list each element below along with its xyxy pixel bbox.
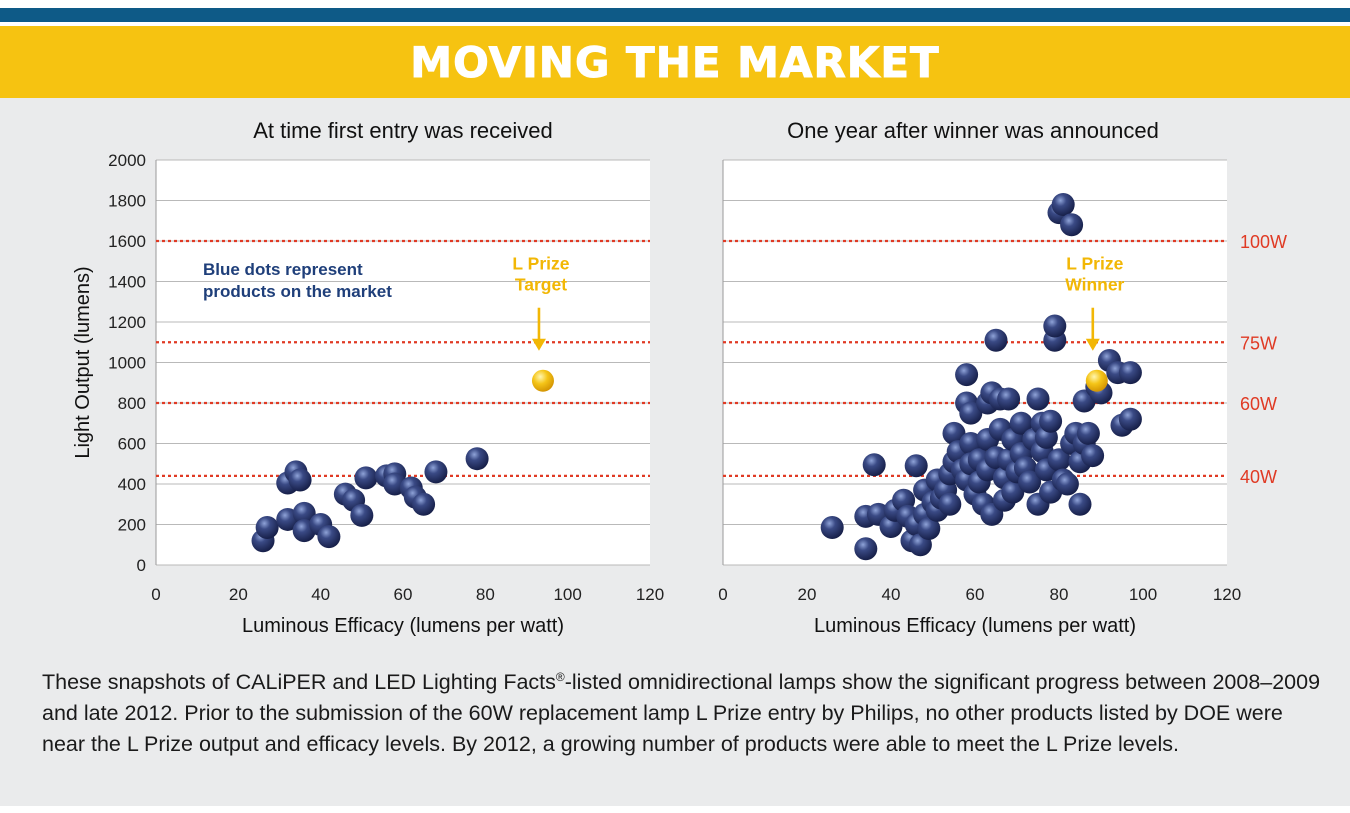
product-point xyxy=(917,517,941,541)
product-point xyxy=(1026,387,1050,411)
caption-text-start: These snapshots of CALiPER and LED Light… xyxy=(42,670,556,695)
x-tick-label: 120 xyxy=(636,585,664,604)
product-point xyxy=(354,466,378,490)
title-banner: MOVING THE MARKET xyxy=(0,26,1350,98)
chart-left: 0 200 400 600 800 1000 1200 1400 1600 1800 2000 0 20… xyxy=(72,118,664,637)
product-point xyxy=(1009,411,1033,435)
product-point xyxy=(1068,492,1092,516)
product-point xyxy=(997,387,1021,411)
y-tick-label: 1200 xyxy=(108,313,146,332)
reference-line-label: 60W xyxy=(1240,394,1277,414)
y-tick-label: 1800 xyxy=(108,192,146,211)
reference-line-label: 100W xyxy=(1240,232,1287,252)
product-point xyxy=(1055,472,1079,496)
product-point xyxy=(1118,361,1142,385)
lprize-label: L Prize Winner xyxy=(1065,254,1124,295)
y-tick-label: 0 xyxy=(137,556,146,575)
chart-title: At time first entry was received xyxy=(253,118,553,143)
reference-line-label: 75W xyxy=(1240,333,1277,353)
y-tick-label: 1000 xyxy=(108,354,146,373)
x-tick-label: 80 xyxy=(1050,585,1069,604)
y-tick-label: 1600 xyxy=(108,232,146,251)
product-point xyxy=(1118,407,1142,431)
product-point xyxy=(1047,448,1071,472)
y-axis-label: Light Output (lumens) xyxy=(72,266,94,458)
x-tick-label: 60 xyxy=(966,585,985,604)
x-tick-label: 0 xyxy=(718,585,727,604)
x-tick-label: 100 xyxy=(1129,585,1157,604)
product-point xyxy=(955,363,979,387)
x-axis-label: Luminous Efficacy (lumens per watt) xyxy=(242,615,564,637)
x-tick-label: 100 xyxy=(553,585,581,604)
product-point xyxy=(1051,193,1075,217)
product-point xyxy=(424,460,448,484)
y-tick-label: 800 xyxy=(118,394,146,413)
product-point xyxy=(854,537,878,561)
chart-title: One year after winner was announced xyxy=(787,118,1159,143)
x-axis-label: Luminous Efficacy (lumens per watt) xyxy=(814,615,1136,637)
y-tick-label: 400 xyxy=(118,475,146,494)
product-point xyxy=(317,525,341,549)
banner-title: MOVING THE MARKET xyxy=(410,37,940,87)
product-point xyxy=(862,453,886,477)
product-point xyxy=(1060,213,1084,237)
caption-text-end: -listed omnidirectional lamps show the s… xyxy=(42,670,1321,757)
reference-line-label: 40W xyxy=(1240,467,1277,487)
legend-note: Blue dots represent products on the marke… xyxy=(203,260,392,301)
y-tick-label: 1400 xyxy=(108,273,146,292)
product-point xyxy=(1076,421,1100,445)
product-point xyxy=(465,447,489,471)
product-point xyxy=(984,328,1008,352)
y-tick-label: 2000 xyxy=(108,151,146,170)
product-point xyxy=(1018,470,1042,494)
product-point xyxy=(255,516,279,540)
lprize-label: L Prize Target xyxy=(512,254,569,295)
x-tick-label: 40 xyxy=(882,585,901,604)
product-point xyxy=(938,492,962,516)
x-tick-label: 40 xyxy=(311,585,330,604)
y-tick-label: 600 xyxy=(118,435,146,454)
x-tick-label: 0 xyxy=(151,585,160,604)
caption: These snapshots of CALiPER and LED Light… xyxy=(42,662,1322,760)
x-tick-label: 20 xyxy=(229,585,248,604)
product-point xyxy=(942,421,966,445)
product-point xyxy=(412,492,436,516)
product-point xyxy=(292,501,316,525)
x-tick-label: 120 xyxy=(1213,585,1241,604)
product-point xyxy=(1039,409,1063,433)
x-tick-label: 20 xyxy=(798,585,817,604)
product-point xyxy=(1043,314,1067,338)
product-point xyxy=(904,454,928,478)
product-point xyxy=(1081,444,1105,468)
product-point xyxy=(820,516,844,540)
y-tick-label: 200 xyxy=(118,516,146,535)
x-tick-label: 80 xyxy=(476,585,495,604)
product-point xyxy=(959,401,983,425)
lprize-arrow-head xyxy=(1085,338,1100,351)
registered-mark: ® xyxy=(555,670,565,684)
chart-right: 0 20 40 60 80 100 120 100W 75W 60W 40W One year aft… xyxy=(718,118,1287,637)
product-point xyxy=(1001,480,1025,504)
lprize-arrow-head xyxy=(531,338,546,351)
x-tick-label: 60 xyxy=(394,585,413,604)
product-point xyxy=(288,468,312,492)
product-point xyxy=(350,503,374,527)
lprize-point xyxy=(1085,369,1108,392)
top-accent-bar xyxy=(0,8,1350,22)
lprize-point xyxy=(531,369,554,392)
